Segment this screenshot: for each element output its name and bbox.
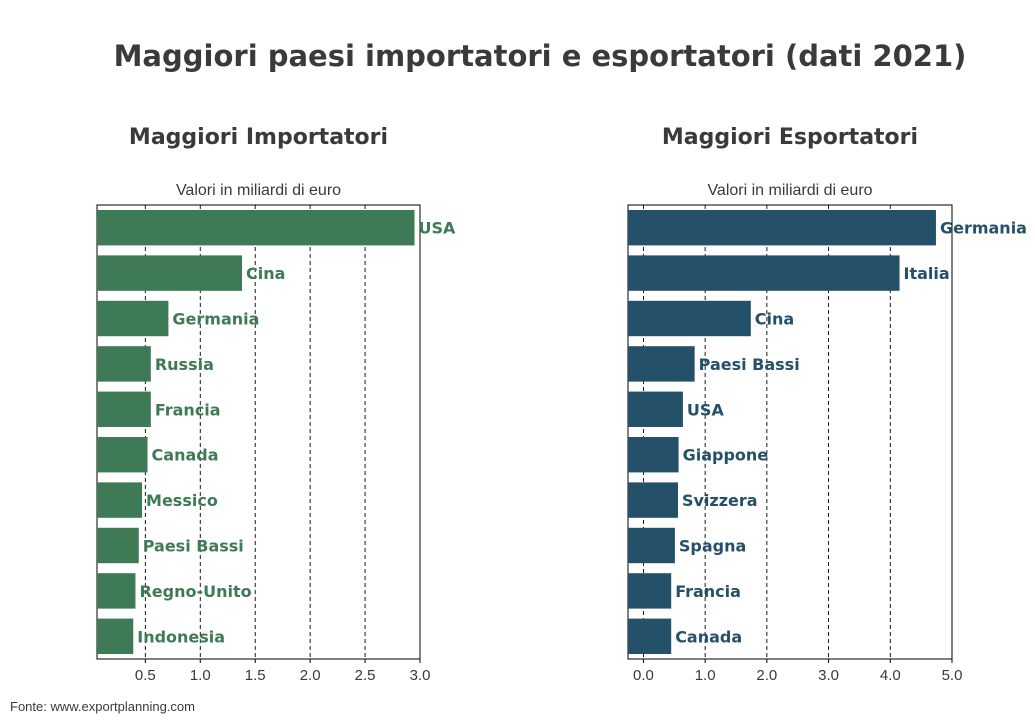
- bar-label: Cina: [246, 264, 285, 283]
- bar: [97, 346, 151, 382]
- x-tick-label: 0.0: [633, 667, 654, 684]
- bar: [97, 527, 139, 564]
- bar: [628, 391, 683, 428]
- bar-label: Germania: [940, 219, 1027, 238]
- bar: [97, 300, 169, 337]
- bar-label: Paesi Bassi: [699, 355, 800, 374]
- bar-label: Italia: [904, 264, 950, 283]
- bar: [97, 255, 243, 291]
- bar: [628, 346, 695, 382]
- source-note: Fonte: www.exportplanning.com: [10, 699, 195, 714]
- chart-panels: Maggiori Importatori Valori in miliardi d…: [96, 125, 1027, 684]
- panel-title: Maggiori Importatori: [129, 125, 388, 150]
- panel-title: Maggiori Esportatori: [662, 125, 918, 150]
- x-tick-label: 3.0: [818, 667, 839, 684]
- x-tick-label: 1.0: [190, 667, 211, 684]
- bar-label: Giappone: [683, 446, 769, 465]
- bar: [628, 482, 678, 518]
- bar: [97, 482, 143, 518]
- x-tick-label: 2.5: [355, 667, 376, 684]
- bar: [628, 209, 936, 246]
- x-tick-label: 2.0: [300, 667, 321, 684]
- bar-label: Paesi Bassi: [143, 537, 244, 556]
- bar-label: Canada: [152, 446, 219, 465]
- x-tick-label: 3.0: [410, 667, 431, 684]
- bar-label: USA: [419, 219, 457, 238]
- bar: [628, 573, 672, 609]
- axis-caption: Valori in miliardi di euro: [176, 182, 341, 199]
- x-tick-label: 1.5: [245, 667, 266, 684]
- x-tick-label: 4.0: [880, 667, 901, 684]
- bar-label: Germania: [172, 310, 259, 329]
- main-title: Maggiori paesi importatori e esportatori…: [114, 39, 967, 73]
- bar: [97, 573, 136, 609]
- bar-label: Regno-Unito: [139, 582, 251, 601]
- bar: [628, 527, 675, 564]
- bar: [628, 255, 900, 291]
- bar: [97, 618, 134, 655]
- bar: [628, 436, 679, 473]
- bar-label: Canada: [675, 627, 742, 646]
- plot-frame: [96, 204, 421, 660]
- bar-label: Francia: [675, 582, 741, 601]
- x-tick-label: 1.0: [695, 667, 716, 684]
- plot-frame: [627, 204, 953, 660]
- bar-label: Cina: [755, 310, 794, 329]
- bar: [97, 436, 148, 473]
- bar-label: USA: [687, 400, 725, 419]
- x-tick-label: 0.5: [135, 667, 156, 684]
- bar-label: Francia: [155, 400, 221, 419]
- x-tick-label: 2.0: [756, 667, 777, 684]
- bar-label: Russia: [155, 355, 214, 374]
- bar-label: Messico: [146, 491, 218, 510]
- bar: [97, 391, 151, 428]
- bar: [628, 300, 751, 337]
- bar-label: Spagna: [679, 537, 746, 556]
- panel-esportatori: Maggiori Esportatori Valori in miliardi d…: [627, 125, 1027, 684]
- bar: [628, 618, 672, 655]
- bar-label: Indonesia: [137, 627, 225, 646]
- axis-caption: Valori in miliardi di euro: [707, 182, 872, 199]
- bar: [97, 209, 415, 246]
- panel-importatori: Maggiori Importatori Valori in miliardi d…: [96, 125, 457, 684]
- bar-label: Svizzera: [682, 491, 758, 510]
- x-tick-label: 5.0: [942, 667, 963, 684]
